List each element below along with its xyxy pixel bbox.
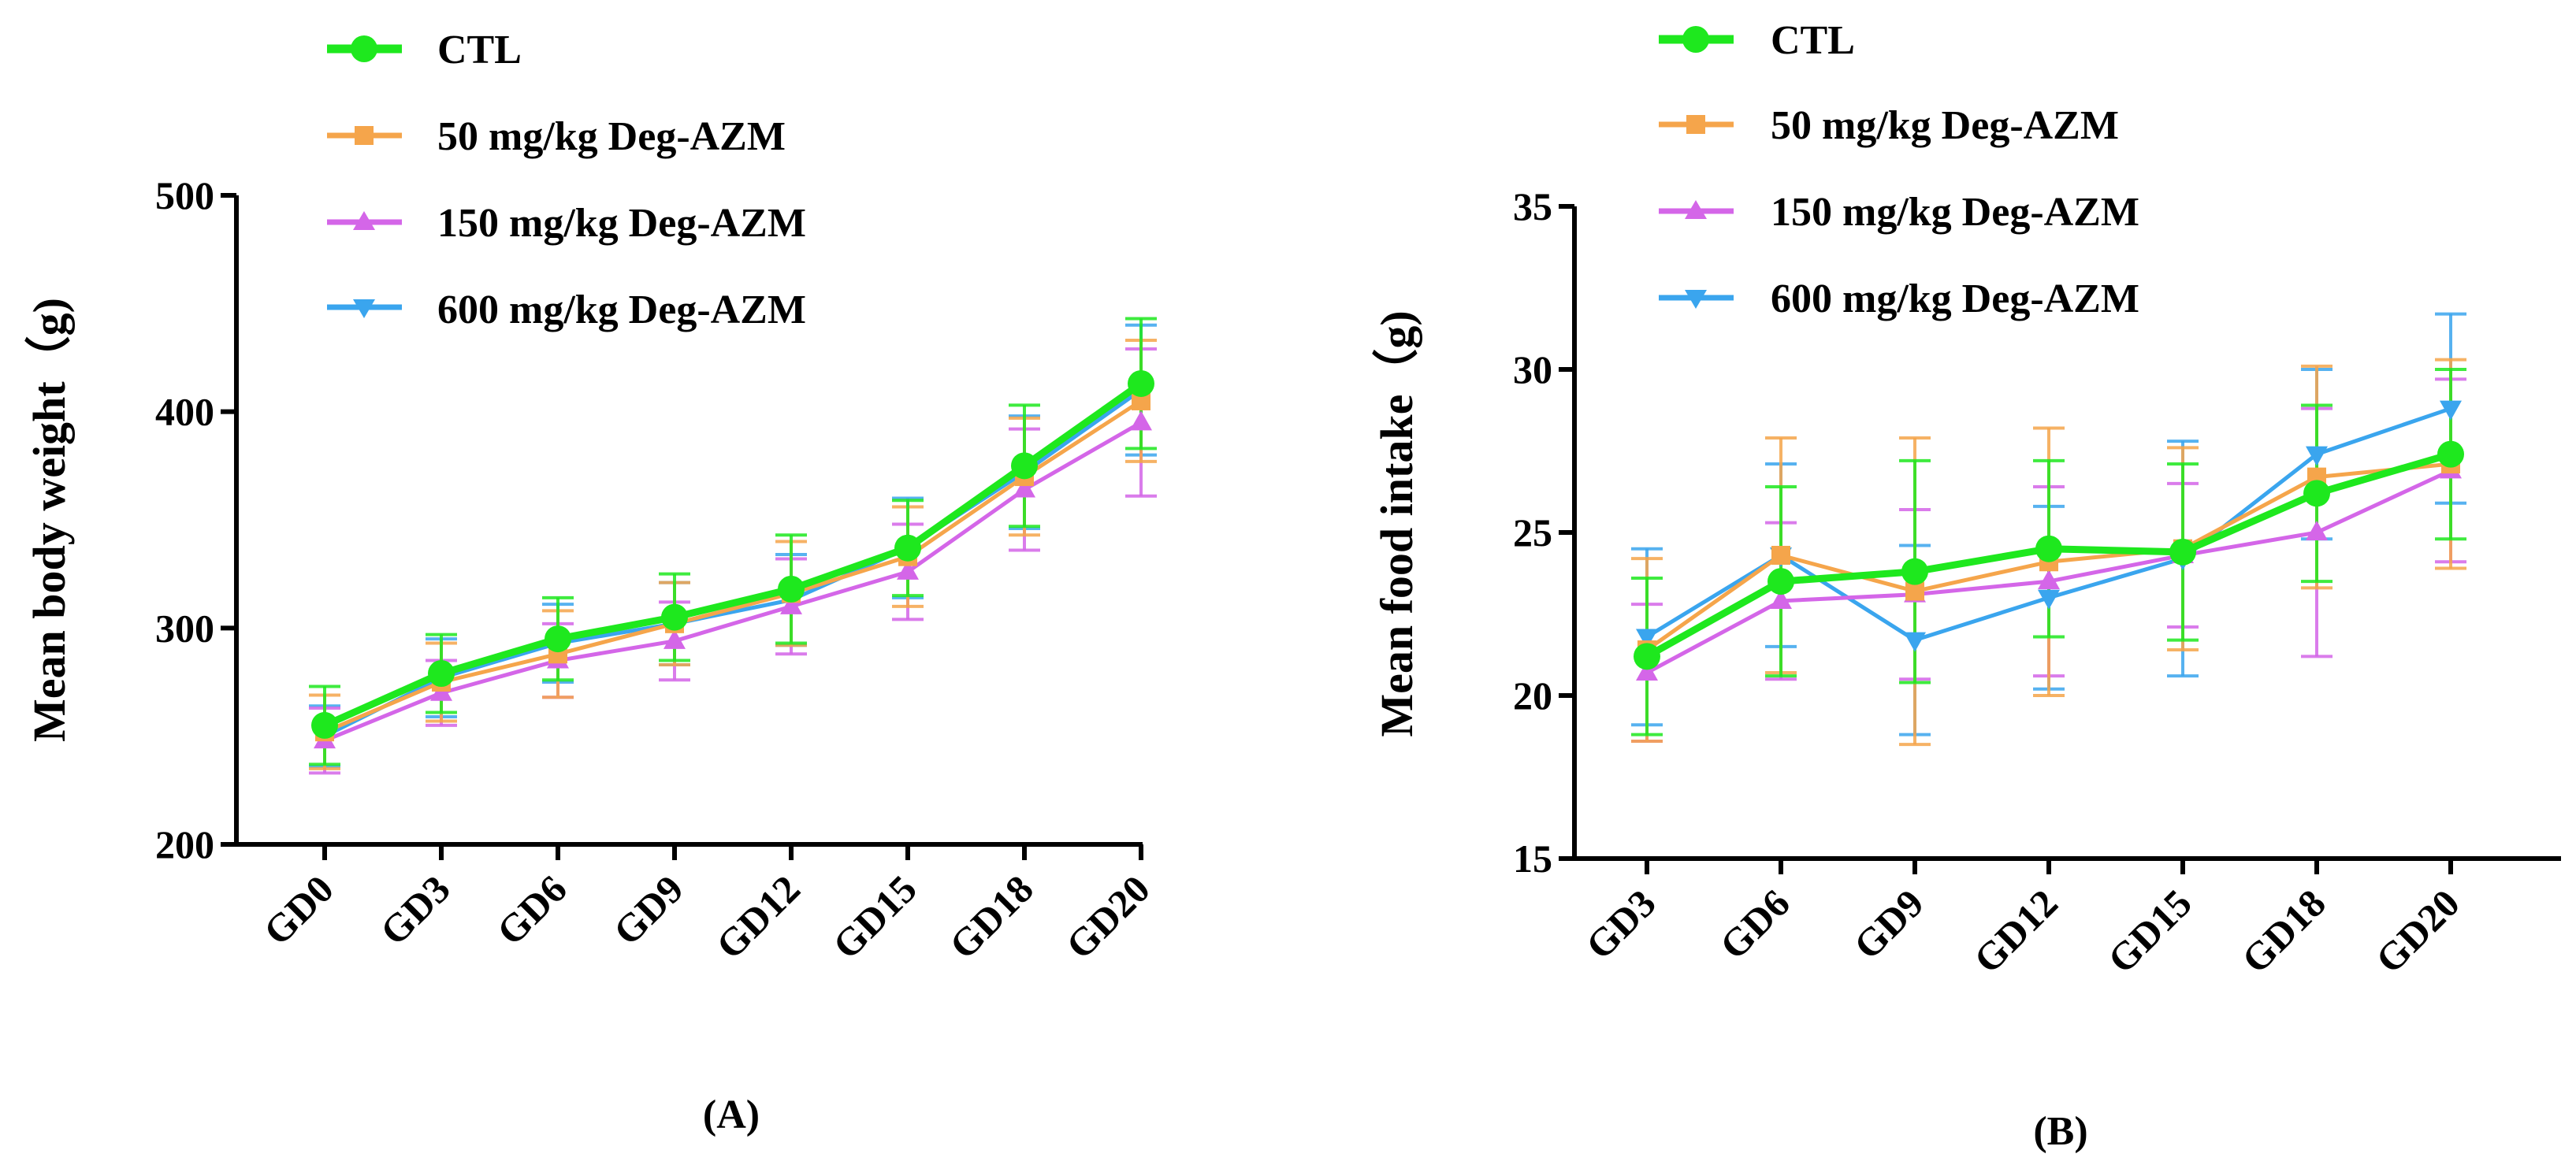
chart-b-point-ctl: [1901, 558, 1928, 585]
chart-b-point-ctl: [2437, 440, 2464, 468]
chart-b-y-tick-label: 15: [1513, 837, 1552, 881]
chart-a-point-ctl: [661, 603, 688, 631]
chart-a-legend-item-50mg: 50 mg/kg Deg-AZM: [327, 114, 786, 159]
chart-b-legend-item-600mg: 600 mg/kg Deg-AZM: [1659, 276, 2139, 321]
chart-b-point-150-mg-kg-deg-azm: [1636, 661, 1658, 681]
chart-b-point-ctl: [1634, 643, 1660, 670]
chart-a-legend-label-150mg: 150 mg/kg Deg-AZM: [437, 201, 806, 246]
chart-b-point-600-mg-kg-deg-azm: [2306, 446, 2328, 466]
chart-a-point-150-mg-kg-deg-azm: [780, 594, 802, 614]
chart-a-plot-area: [309, 317, 1157, 775]
chart-a-x-tick-label: GD12: [708, 866, 808, 967]
chart-a-series-line-50-mg-kg-deg-azm: [324, 399, 1143, 734]
chart-b-legend-label-150mg: 150 mg/kg Deg-AZM: [1771, 190, 2139, 235]
chart-b-legend-label-600mg: 600 mg/kg Deg-AZM: [1771, 276, 2139, 321]
chart-b-point-ctl: [2169, 538, 2196, 566]
chart-b-point-150-mg-kg-deg-azm: [2038, 569, 2060, 590]
chart-b-y-label: Mean food intake（g): [1371, 310, 1422, 736]
chart-a-point-ctl: [311, 711, 338, 739]
chart-b-plot-area: [1631, 312, 2466, 747]
chart-a-point-150-mg-kg-deg-azm: [1130, 410, 1152, 431]
chart-b-legend-marker-50mg: [1686, 115, 1705, 134]
chart-a-y-tick-label: 400: [155, 390, 214, 434]
chart-a-panel-label: (A): [703, 1093, 760, 1137]
chart-a-point-ctl: [778, 575, 805, 603]
chart-a-y-tick-label: 200: [155, 822, 214, 866]
chart-a-point-ctl: [428, 660, 455, 688]
chart-b-x-ticks: GD3 GD6 GD9 GD12 GD15 GD18 GD20: [1577, 859, 2468, 981]
chart-a-x-tick-label: GD0: [255, 866, 341, 953]
chart-a-legend-label-600mg: 600 mg/kg Deg-AZM: [437, 288, 806, 332]
chart-b-legend-marker-600mg: [1685, 290, 1707, 309]
chart-b-point-ctl: [1768, 568, 1794, 595]
chart-b-legend: CTL 50 mg/kg Deg-AZM 150 mg/kg Deg-AZM 6…: [1659, 18, 2139, 321]
chart-b-point-150-mg-kg-deg-azm: [1770, 588, 1792, 609]
chart-b-point-600-mg-kg-deg-azm: [1904, 632, 1926, 652]
chart-a-legend-marker-50mg: [355, 126, 374, 145]
chart-b-legend-marker-ctl: [1682, 26, 1709, 53]
chart-a-legend-item-150mg: 150 mg/kg Deg-AZM: [327, 201, 806, 246]
chart-b-x-tick-label: GD15: [2099, 881, 2200, 981]
chart-a-legend-item-ctl: CTL: [327, 28, 522, 72]
chart-b-x-tick-label: GD20: [2367, 881, 2468, 981]
chart-b-point-50-mg-kg-deg-azm: [1771, 545, 1790, 565]
chart-a-series-line-ctl: [323, 380, 1143, 729]
chart-b-point-ctl: [2303, 480, 2330, 507]
chart-b-point-150-mg-kg-deg-azm: [2306, 521, 2328, 540]
chart-b-x-tick-label: GD18: [2233, 881, 2334, 981]
chart-a: CTL 50 mg/kg Deg-AZM 150 mg/kg Deg-AZM 6…: [24, 28, 1158, 1137]
chart-a-point-ctl: [1011, 452, 1038, 480]
chart-a-x-ticks: GD0 GD3 GD6 GD9 GD12 GD15 GD18 GD20: [255, 844, 1158, 967]
chart-a-point-150-mg-kg-deg-azm: [664, 629, 686, 649]
chart-b-y-tick-label: 35: [1513, 184, 1552, 228]
chart-a-y-tick-label: 300: [155, 606, 214, 650]
chart-a-point-150-mg-kg-deg-azm: [1013, 477, 1035, 498]
chart-a-errorbars-150-mg-kg-deg-azm: [309, 347, 1157, 775]
chart-a-series-line-600-mg-kg-deg-azm: [323, 388, 1143, 738]
chart-a-legend-marker-ctl: [351, 35, 377, 62]
chart-a-legend-label-50mg: 50 mg/kg Deg-AZM: [437, 114, 786, 159]
chart-b-y-ticks: 15 20 25 30 35: [1513, 184, 1574, 881]
chart-b-legend-item-150mg: 150 mg/kg Deg-AZM: [1659, 190, 2139, 235]
chart-b-y-tick-label: 20: [1513, 673, 1552, 718]
chart-a-x-tick-label: GD18: [941, 866, 1042, 967]
chart-b-legend-item-50mg: 50 mg/kg Deg-AZM: [1659, 103, 2119, 148]
chart-a-legend-item-600mg: 600 mg/kg Deg-AZM: [327, 288, 806, 332]
chart-b-legend-label-ctl: CTL: [1771, 18, 1855, 63]
chart-a-x-tick-label: GD20: [1058, 866, 1158, 967]
chart-b: CTL 50 mg/kg Deg-AZM 150 mg/kg Deg-AZM 6…: [1371, 18, 2561, 1154]
chart-b-panel-label: (B): [2033, 1109, 2087, 1154]
chart-a-legend-label-ctl: CTL: [437, 28, 522, 72]
chart-b-point-ctl: [2035, 535, 2062, 562]
chart-a-y-ticks: 200 300 400 500: [155, 173, 236, 866]
chart-b-point-600-mg-kg-deg-azm: [1636, 629, 1658, 649]
chart-b-point-600-mg-kg-deg-azm: [2440, 400, 2462, 421]
chart-b-x-tick-label: GD9: [1845, 881, 1931, 967]
chart-b-legend-marker-150mg: [1685, 200, 1707, 219]
chart-b-point-600-mg-kg-deg-azm: [2038, 589, 2060, 610]
chart-a-x-tick-label: GD15: [824, 866, 925, 967]
chart-b-legend-item-ctl: CTL: [1659, 18, 1855, 63]
chart-a-y-tick-label: 500: [155, 173, 214, 217]
chart-b-y-tick-label: 30: [1513, 347, 1552, 391]
chart-a-x-tick-label: GD6: [488, 866, 574, 953]
chart-a-legend-marker-600mg: [353, 299, 375, 318]
chart-a-legend-marker-150mg: [353, 211, 375, 230]
chart-a-x-tick-label: GD3: [371, 866, 458, 953]
chart-b-y-tick-label: 25: [1513, 510, 1552, 555]
chart-a-point-150-mg-kg-deg-azm: [897, 559, 919, 580]
chart-a-x-tick-label: GD9: [604, 866, 691, 953]
chart-a-point-ctl: [1128, 369, 1154, 397]
chart-a-legend: CTL 50 mg/kg Deg-AZM 150 mg/kg Deg-AZM 6…: [327, 28, 806, 332]
chart-a-point-ctl: [545, 625, 571, 653]
chart-b-x-tick-label: GD3: [1577, 881, 1663, 967]
chart-b-x-tick-label: GD6: [1711, 881, 1797, 967]
chart-b-legend-label-50mg: 50 mg/kg Deg-AZM: [1771, 103, 2119, 148]
chart-b-x-tick-label: GD12: [1965, 881, 2066, 981]
chart-a-y-label: Mean body weight（g): [24, 298, 75, 742]
chart-a-series-line-150-mg-kg-deg-azm: [324, 421, 1143, 743]
chart-a-point-ctl: [894, 534, 921, 562]
